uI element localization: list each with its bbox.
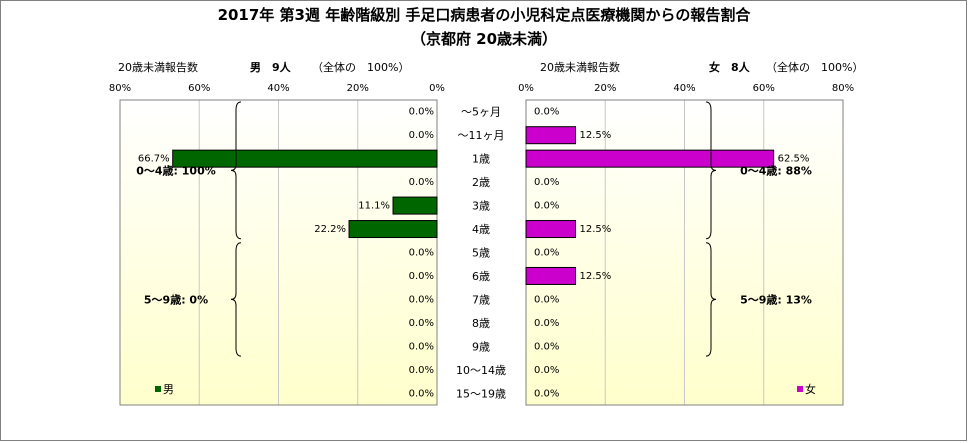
male-legend-label: 男 <box>163 383 174 396</box>
male-group-brace <box>230 242 242 357</box>
female-data-label: 0.0% <box>534 107 559 118</box>
category-label: 8歳 <box>472 317 490 330</box>
female-data-label: 62.5% <box>778 154 810 165</box>
female-axis-tick-label: 80% <box>832 83 854 94</box>
female-axis-tick-label: 20% <box>594 83 616 94</box>
female-data-label: 0.0% <box>534 365 559 376</box>
category-label: 3歳 <box>472 200 490 213</box>
chart-title: 2017年 第3週 年齢階級別 手足口病患者の小児科定点医療機関からの報告割合 <box>217 6 751 24</box>
male-plot-border <box>119 99 438 406</box>
male-data-label: 0.0% <box>409 177 434 188</box>
female-data-label: 12.5% <box>580 130 612 141</box>
male-data-label: 0.0% <box>409 130 434 141</box>
female-legend-swatch <box>797 386 803 392</box>
female-header-note: （全体の 100%） <box>766 61 864 74</box>
male-group-brace <box>230 101 242 240</box>
male-legend-swatch <box>155 386 161 392</box>
male-data-label: 0.0% <box>409 271 434 282</box>
male-group-label: 5～9歳: 0% <box>144 292 208 306</box>
male-bar <box>392 196 438 215</box>
female-data-label: 0.0% <box>534 248 559 259</box>
female-data-label: 12.5% <box>580 224 612 235</box>
category-label: 7歳 <box>472 293 490 306</box>
chart-subtitle: （京都府 20歳未満） <box>410 30 558 48</box>
female-data-label: 0.0% <box>534 201 559 212</box>
male-axis-caption: 20歳未満報告数 <box>118 61 198 74</box>
female-legend-label: 女 <box>805 382 816 396</box>
female-header-label: 女 8人 <box>709 61 750 74</box>
female-group-brace <box>705 101 717 240</box>
category-label: 6歳 <box>472 270 490 283</box>
male-data-label: 66.7% <box>138 154 170 165</box>
category-label: ～11ヶ月 <box>458 129 505 142</box>
male-data-label: 0.0% <box>409 294 434 305</box>
male-header-note: （全体の 100%） <box>312 61 410 74</box>
female-data-label: 0.0% <box>534 177 559 188</box>
female-axis-tick-label: 40% <box>673 83 695 94</box>
female-bar <box>525 220 577 239</box>
male-axis-tick-label: 20% <box>347 83 369 94</box>
male-axis-tick-label: 40% <box>267 83 289 94</box>
female-group-brace <box>705 242 717 357</box>
male-data-label: 0.0% <box>409 248 434 259</box>
female-bar <box>525 266 577 285</box>
female-axis-tick-label: 60% <box>753 83 775 94</box>
category-label: 4歳 <box>472 223 490 236</box>
male-axis-tick-label: 80% <box>109 83 131 94</box>
male-data-label: 0.0% <box>409 388 434 399</box>
female-axis-tick-label: 0% <box>518 83 534 94</box>
category-label: ～5ヶ月 <box>461 106 501 119</box>
male-data-label: 0.0% <box>409 341 434 352</box>
male-bar <box>172 149 438 168</box>
female-data-label: 0.0% <box>534 294 559 305</box>
male-group-label: 0～4歳: 100% <box>136 163 216 177</box>
male-data-label: 0.0% <box>409 107 434 118</box>
female-bar <box>525 126 577 145</box>
category-label: 10～14歳 <box>456 364 506 377</box>
female-data-label: 0.0% <box>534 341 559 352</box>
category-label: 2歳 <box>472 176 490 189</box>
category-label: 1歳 <box>472 153 490 166</box>
female-bar <box>525 149 775 168</box>
female-group-label: 5～9歳: 13% <box>740 292 812 306</box>
female-group-label: 0～4歳: 88% <box>740 163 812 177</box>
male-axis-tick-label: 60% <box>188 83 210 94</box>
female-data-label: 0.0% <box>534 318 559 329</box>
female-data-label: 0.0% <box>534 388 559 399</box>
male-data-label: 0.0% <box>409 365 434 376</box>
male-bar <box>348 220 438 239</box>
male-data-label: 11.1% <box>358 201 390 212</box>
male-data-label: 22.2% <box>314 224 346 235</box>
female-data-label: 12.5% <box>580 271 612 282</box>
male-data-label: 0.0% <box>409 318 434 329</box>
male-header-label: 男 9人 <box>250 61 291 74</box>
male-axis-tick-label: 0% <box>429 83 445 94</box>
category-label: 15～19歳 <box>456 387 506 400</box>
category-label: 5歳 <box>472 247 490 260</box>
female-axis-caption: 20歳未満報告数 <box>540 61 620 74</box>
female-plot-border <box>525 99 844 406</box>
category-label: 9歳 <box>472 340 490 353</box>
